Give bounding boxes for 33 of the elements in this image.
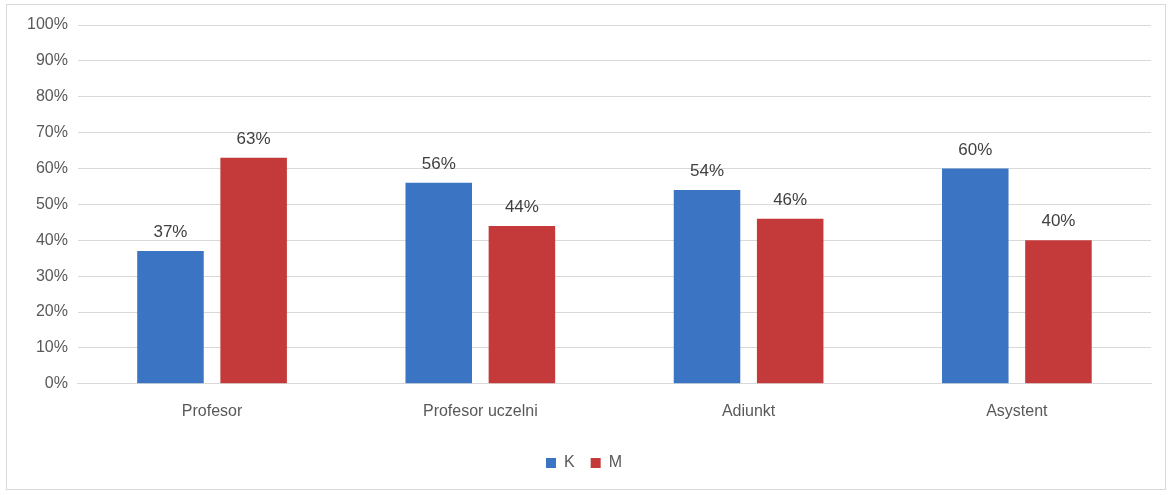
data-label: 60% — [958, 139, 993, 159]
legend-label: M — [608, 453, 622, 471]
y-tick-label: 70% — [35, 123, 68, 141]
y-tick-label: 0% — [44, 374, 68, 392]
bar — [756, 218, 824, 384]
bar — [405, 182, 473, 384]
legend-label: K — [564, 453, 575, 471]
y-tick-label: 80% — [35, 87, 68, 105]
x-tick-label: Adiunkt — [721, 401, 776, 419]
bar — [673, 190, 741, 384]
data-label: 40% — [1041, 211, 1076, 231]
y-tick-label: 50% — [35, 194, 68, 212]
y-tick-label: 30% — [35, 266, 68, 284]
y-tick-label: 90% — [35, 51, 68, 69]
bar — [488, 225, 556, 384]
data-label: 56% — [421, 154, 456, 174]
bar — [220, 157, 287, 384]
y-tick-label: 10% — [35, 338, 68, 356]
x-tick-label: Profesor — [181, 401, 243, 419]
data-label: 46% — [773, 189, 808, 209]
y-tick-label: 20% — [35, 302, 68, 320]
y-tick-label: 100% — [27, 15, 68, 33]
data-label: 63% — [236, 128, 271, 148]
data-label: 37% — [153, 222, 188, 242]
data-label: 54% — [690, 161, 725, 181]
x-tick-label: Profesor uczelni — [422, 401, 538, 419]
bar — [1025, 240, 1092, 384]
y-tick-label: 40% — [35, 230, 68, 248]
bar — [137, 251, 204, 384]
y-tick-label: 60% — [35, 158, 68, 176]
x-tick-label: Asystent — [986, 401, 1049, 419]
bar — [942, 168, 1009, 384]
data-label: 44% — [504, 197, 539, 217]
